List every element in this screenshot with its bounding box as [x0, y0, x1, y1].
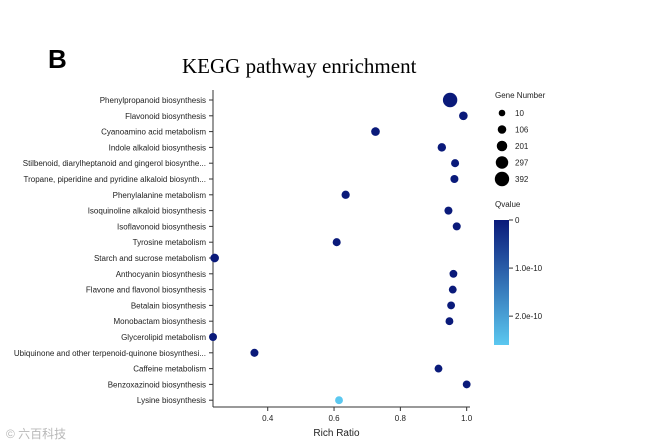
- data-point: [442, 92, 458, 108]
- y-tick-label: Betalain biosynthesis: [131, 301, 206, 310]
- y-tick-label: Glycerolipid metabolism: [121, 333, 206, 342]
- y-tick-label: Caffeine metabolism: [133, 365, 206, 374]
- color-legend-bar: [494, 220, 509, 345]
- y-tick-label: Ubiquinone and other terpenoid-quinone b…: [14, 349, 206, 358]
- data-point: [335, 396, 343, 405]
- y-tick-label: Phenylalanine metabolism: [113, 191, 207, 200]
- data-point: [434, 364, 443, 373]
- data-point: [210, 253, 219, 263]
- data-point: [450, 174, 459, 184]
- size-legend-label: 201: [515, 142, 529, 151]
- panel-label: B: [48, 44, 67, 74]
- y-tick-label: Isoflavonoid biosynthesis: [117, 222, 206, 231]
- data-point: [447, 301, 456, 310]
- color-legend-title: Qvalue: [495, 200, 521, 209]
- y-tick-label: Lysine biosynthesis: [137, 396, 206, 405]
- y-tick-label: Indole alkaloid biosynthesis: [109, 143, 206, 152]
- y-tick-label: Stilbenoid, diarylheptanoid and gingerol…: [23, 159, 206, 168]
- data-point: [444, 206, 453, 215]
- size-legend-title: Gene Number: [495, 91, 546, 100]
- y-tick-label: Flavonoid biosynthesis: [125, 112, 206, 121]
- size-legend-label: 297: [515, 159, 529, 168]
- y-tick-label: Isoquinoline alkaloid biosynthesis: [88, 207, 206, 216]
- color-legend-tick-label: 1.0e-10: [515, 264, 543, 273]
- color-legend-tick-label: 0: [515, 216, 520, 225]
- data-point: [250, 348, 259, 357]
- size-legend-dot: [497, 125, 507, 134]
- y-tick-label: Benzoxazinoid biosynthesis: [108, 380, 206, 389]
- y-tick-label: Tyrosine metabolism: [133, 238, 207, 247]
- data-point: [462, 380, 471, 389]
- data-point: [371, 127, 380, 136]
- x-tick-label: 0.4: [262, 414, 274, 423]
- size-legend-label: 106: [515, 126, 529, 135]
- x-axis-label: Rich Ratio: [313, 428, 360, 439]
- x-tick-label: 0.6: [328, 414, 340, 423]
- data-point: [332, 238, 341, 247]
- data-point: [448, 285, 457, 294]
- y-tick-label: Flavone and flavonol biosynthesis: [86, 286, 206, 295]
- y-tick-label: Starch and sucrose metabolism: [94, 254, 206, 263]
- y-tick-label: Cyanoamino acid metabolism: [101, 128, 206, 137]
- size-legend-label: 392: [515, 175, 529, 184]
- y-tick-label: Tropane, piperidine and pyridine alkaloi…: [24, 175, 206, 184]
- size-legend-dot: [496, 140, 508, 152]
- chart-title: KEGG pathway enrichment: [182, 54, 417, 78]
- size-legend-dot: [494, 171, 510, 187]
- size-legend-dot: [498, 109, 506, 117]
- data-point: [451, 159, 460, 168]
- y-tick-label: Monobactam biosynthesis: [114, 317, 207, 326]
- data-point: [445, 317, 454, 326]
- y-tick-label: Phenylpropanoid biosynthesis: [100, 96, 206, 105]
- data-point: [437, 143, 447, 152]
- size-legend-label: 10: [515, 109, 524, 118]
- x-tick-label: 0.8: [395, 414, 407, 423]
- data-point: [341, 190, 350, 199]
- data-point: [459, 111, 468, 121]
- size-legend-dot: [495, 156, 509, 169]
- watermark: © 六百科技: [6, 427, 67, 441]
- y-tick-label: Anthocyanin biosynthesis: [116, 270, 206, 279]
- data-point: [449, 269, 458, 278]
- data-point: [452, 222, 461, 231]
- color-legend-tick-label: 2.0e-10: [515, 312, 543, 321]
- data-point: [208, 332, 218, 342]
- x-tick-label: 1.0: [461, 414, 473, 423]
